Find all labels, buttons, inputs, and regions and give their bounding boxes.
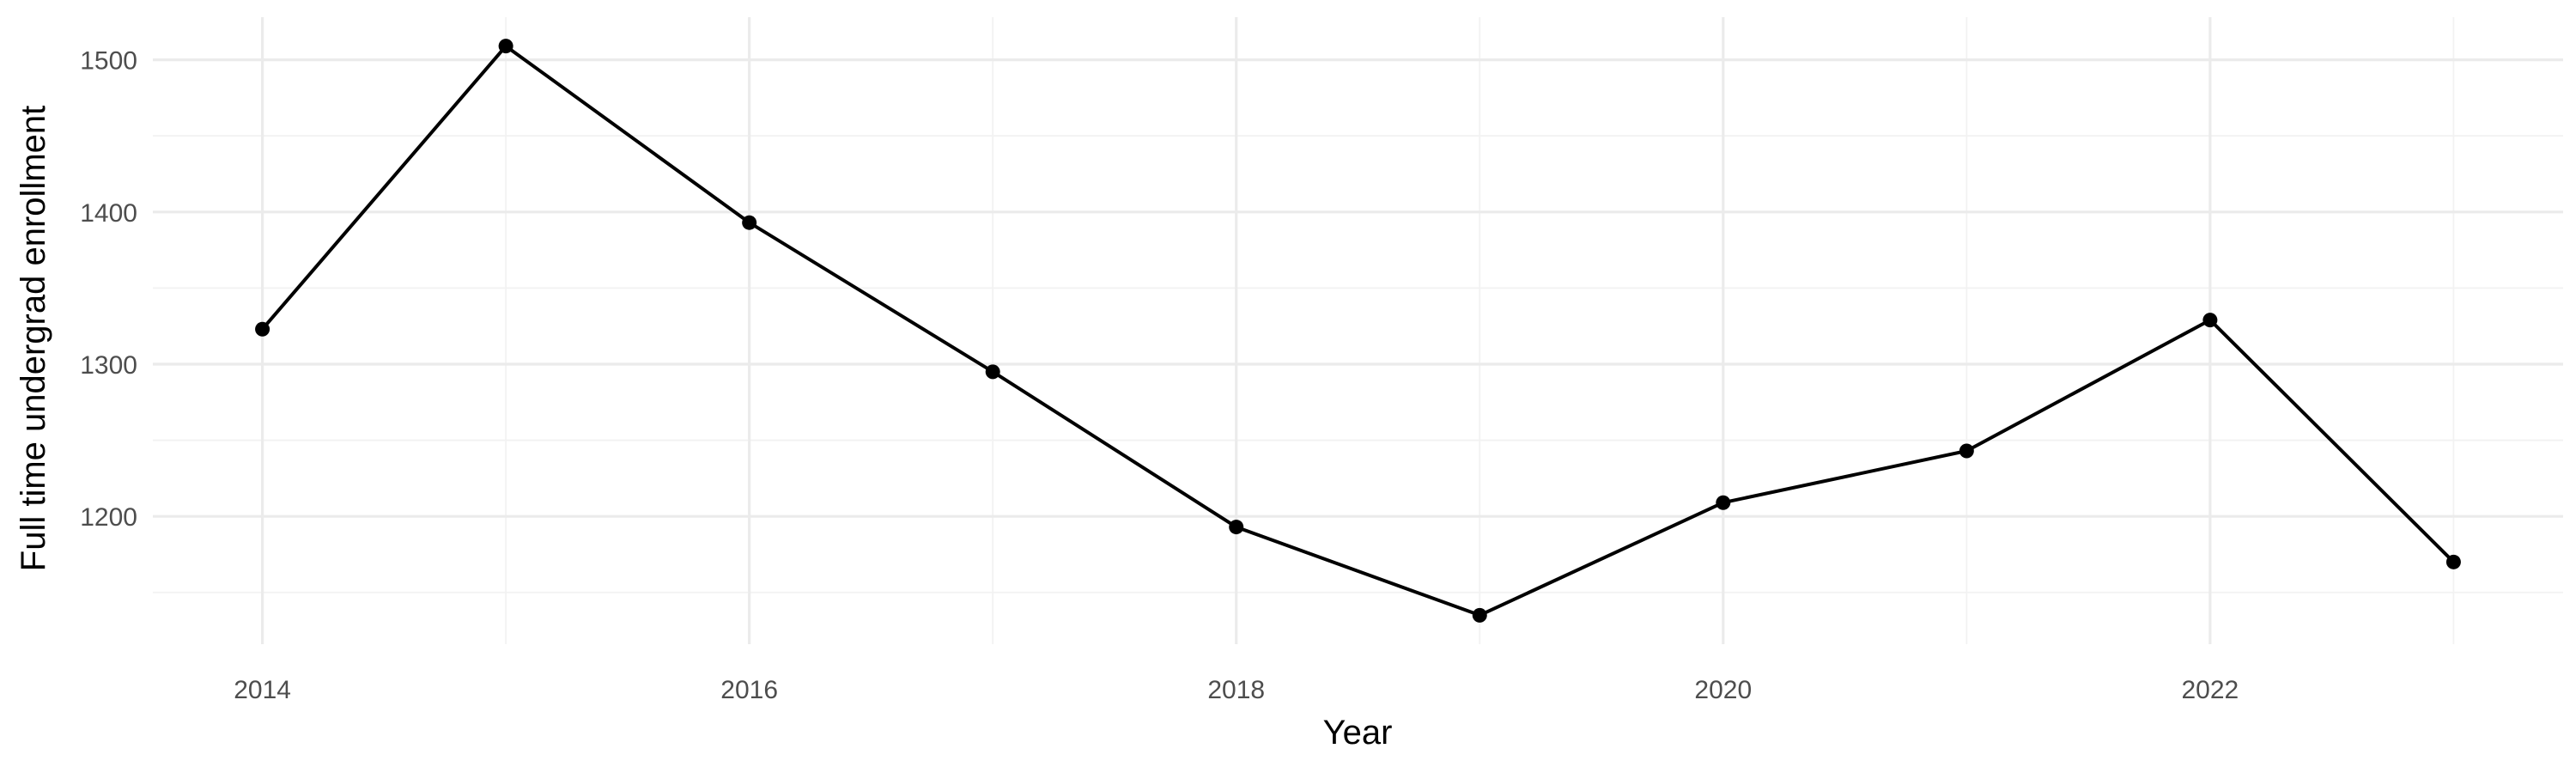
data-point xyxy=(1959,443,1974,459)
x-tick-label: 2014 xyxy=(234,676,291,704)
x-tick-label: 2018 xyxy=(1207,676,1265,704)
y-axis-title: Full time undergrad enrollment xyxy=(15,106,52,571)
x-tick-label: 2020 xyxy=(1694,676,1752,704)
x-axis-title: Year xyxy=(1323,714,1393,752)
y-tick-label: 1300 xyxy=(80,351,137,380)
x-tick-label: 2022 xyxy=(2181,676,2239,704)
y-axis-ticks: 1200 1300 1400 1500 xyxy=(80,47,137,533)
data-point xyxy=(255,321,270,337)
y-tick-label: 1400 xyxy=(80,199,137,228)
y-tick-label: 1200 xyxy=(80,503,137,532)
x-tick-label: 2016 xyxy=(720,676,778,704)
gridlines xyxy=(153,17,2563,644)
series-line xyxy=(261,44,2455,618)
data-point xyxy=(742,215,757,230)
y-tick-label: 1500 xyxy=(80,47,137,76)
data-point xyxy=(498,39,513,54)
data-series xyxy=(255,39,2461,623)
data-point xyxy=(2202,313,2218,328)
data-point xyxy=(1472,607,1487,623)
data-point xyxy=(985,364,1000,380)
data-point xyxy=(2445,554,2461,569)
data-point xyxy=(1716,495,1731,510)
x-axis-ticks: 2014 2016 2018 2020 2022 xyxy=(234,676,2239,704)
data-point xyxy=(1229,520,1244,535)
